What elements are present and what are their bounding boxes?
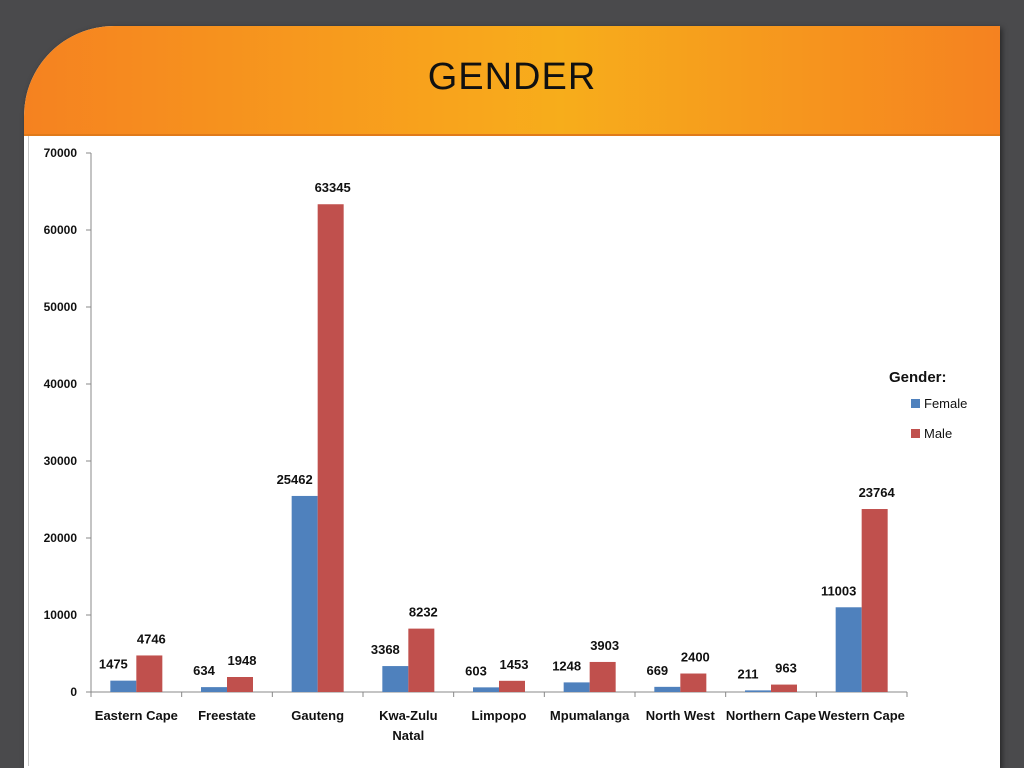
x-tick-label: Northern Cape xyxy=(726,708,816,723)
legend-swatch-female xyxy=(911,399,920,408)
legend-label-male: Male xyxy=(924,426,952,441)
x-tick-label: Freestate xyxy=(198,708,256,723)
data-label: 25462 xyxy=(277,472,313,487)
data-label: 3903 xyxy=(590,638,619,653)
bar-male xyxy=(408,628,435,692)
y-tick-label: 70000 xyxy=(44,146,78,160)
y-tick-label: 30000 xyxy=(44,454,78,468)
data-label: 3368 xyxy=(371,642,400,657)
bar-female xyxy=(473,687,499,692)
bar-female xyxy=(563,682,590,692)
bar-female xyxy=(835,607,862,692)
x-tick-label: Eastern Cape xyxy=(95,708,178,723)
data-label: 634 xyxy=(193,663,215,678)
x-tick-label: Kwa-Zulu xyxy=(379,708,438,723)
slide-header: GENDER xyxy=(24,26,1000,136)
x-tick-label: Western Cape xyxy=(818,708,904,723)
y-tick-label: 50000 xyxy=(44,300,78,314)
bar-female xyxy=(382,666,409,692)
bar-female xyxy=(110,680,137,692)
bar-female xyxy=(745,690,771,692)
bar-female xyxy=(201,687,227,692)
bar-male xyxy=(227,677,253,692)
data-label: 4746 xyxy=(137,631,166,646)
bar-male xyxy=(589,661,616,692)
data-label: 1475 xyxy=(99,657,128,672)
x-tick-label: Mpumalanga xyxy=(550,708,630,723)
y-tick-label: 10000 xyxy=(44,608,78,622)
data-label: 1453 xyxy=(500,657,529,672)
chart-area: 0 10000 20000 30000 40000 50000 60000 70000 East… xyxy=(28,136,999,766)
bar-female xyxy=(654,686,681,692)
slide-title: GENDER xyxy=(427,56,597,98)
x-tick-label: Gauteng xyxy=(291,708,344,723)
data-label: 23764 xyxy=(859,485,896,500)
bar-male xyxy=(317,204,344,692)
x-tick-label: Limpopo xyxy=(472,708,527,723)
y-tick-label: 0 xyxy=(70,685,77,699)
x-tick-label: North West xyxy=(646,708,716,723)
data-label: 211 xyxy=(738,666,759,681)
bar-chart: 0 10000 20000 30000 40000 50000 60000 70000 East… xyxy=(44,146,968,743)
data-label: 1248 xyxy=(552,658,581,673)
data-label: 669 xyxy=(646,663,668,678)
bar-male xyxy=(680,673,707,692)
data-label: 963 xyxy=(775,661,797,676)
bar-female xyxy=(291,495,318,692)
bar-male xyxy=(771,684,797,692)
y-tick-label: 40000 xyxy=(44,377,78,391)
data-label: 63345 xyxy=(315,180,351,195)
data-label: 8232 xyxy=(409,605,438,620)
bar-male xyxy=(136,655,163,692)
y-tick-label: 20000 xyxy=(44,531,78,545)
slide: GENDER 0 10000 20000 30000 40000 50000 60000 70… xyxy=(24,26,1000,768)
data-label: 2400 xyxy=(681,650,710,665)
data-label: 1948 xyxy=(228,653,257,668)
data-label: 11003 xyxy=(821,583,856,598)
legend-label-female: Female xyxy=(924,396,967,411)
bar-male xyxy=(499,680,525,692)
x-tick-label: Natal xyxy=(392,728,424,743)
y-tick-label: 60000 xyxy=(44,223,78,237)
data-label: 603 xyxy=(465,663,487,678)
legend-swatch-male xyxy=(911,429,920,438)
legend-title: Gender: xyxy=(889,369,947,386)
bar-male xyxy=(861,509,888,692)
